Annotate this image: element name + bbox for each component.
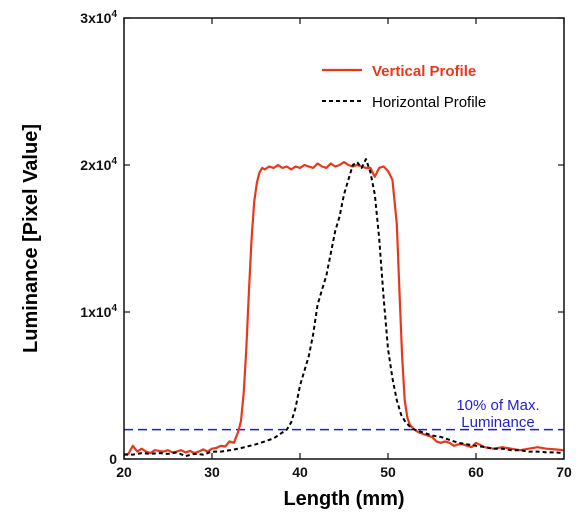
legend-label-horizontal-profile: Horizontal Profile [372, 94, 486, 111]
x-tick-label: 40 [292, 464, 308, 480]
axis-ticks [123, 17, 565, 460]
y-axis-title: Luminance [Pixel Value] [20, 124, 42, 353]
y-tick-label: 0 [109, 451, 117, 467]
y-tick-label: 2x104 [80, 156, 117, 173]
series-line-horizontal-profile [124, 158, 565, 458]
reference-line-label-line1: 10% of Max. [456, 397, 539, 414]
x-tick-label: 60 [468, 464, 484, 480]
x-axis-title: Length (mm) [283, 488, 404, 510]
y-tick-label: 1x104 [80, 303, 117, 320]
legend: Vertical Profile Horizontal Profile [322, 63, 486, 111]
axis-tick-labels: 20 30 40 50 60 70 0 1x104 2x104 3x104 [80, 9, 572, 480]
legend-label-vertical-profile: Vertical Profile [372, 63, 476, 80]
y-tick-label: 3x104 [80, 9, 117, 26]
plot-marks [123, 158, 565, 458]
x-tick-label: 70 [556, 464, 572, 480]
x-tick-label: 50 [380, 464, 396, 480]
reference-line-label-line2: Luminance [461, 414, 534, 431]
x-tick-label: 30 [204, 464, 220, 480]
plot-frame [123, 17, 565, 460]
x-tick-label: 20 [116, 464, 132, 480]
